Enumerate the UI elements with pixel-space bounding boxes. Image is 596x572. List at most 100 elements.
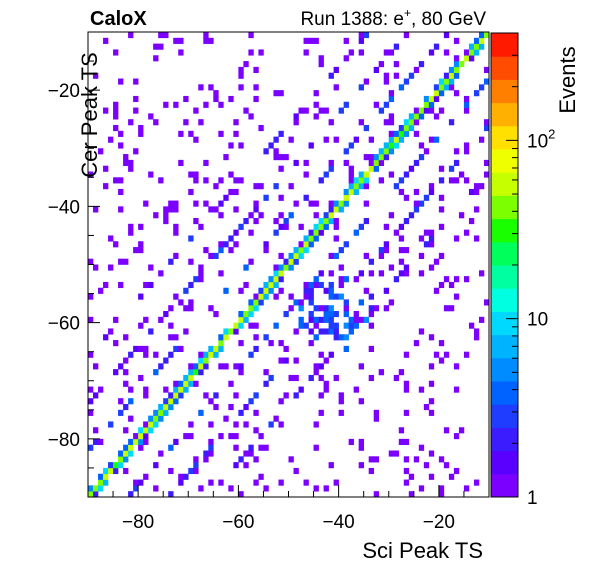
heatmap-cell <box>448 66 455 73</box>
heatmap-cell <box>278 398 284 405</box>
heatmap-cell <box>138 433 144 440</box>
heatmap-cell <box>448 165 455 172</box>
color-bar-segment <box>491 334 518 359</box>
heatmap-cell <box>103 107 109 114</box>
heatmap-cell <box>148 427 154 434</box>
heatmap-cell <box>183 374 189 382</box>
heatmap-cell <box>98 485 104 492</box>
z-tick-label: 102 <box>527 126 555 152</box>
heatmap-cell <box>158 404 164 411</box>
heatmap-cell <box>298 316 304 323</box>
heatmap-cell <box>393 374 400 382</box>
heatmap-cell <box>188 130 194 137</box>
heatmap-cell <box>273 293 279 300</box>
color-bar-segment <box>491 195 518 220</box>
heatmap-cell <box>293 357 299 364</box>
heatmap-cell <box>153 55 159 62</box>
heatmap-cell <box>338 276 344 283</box>
heatmap-cell <box>458 212 465 219</box>
color-bar-segment <box>491 381 518 405</box>
heatmap-cell <box>173 101 179 108</box>
heatmap-cell <box>278 90 284 97</box>
heatmap-cell <box>343 241 349 248</box>
heatmap-cell <box>308 374 314 382</box>
heatmap-cell <box>173 200 179 207</box>
heatmap-cell <box>203 32 209 39</box>
heatmap-cell <box>223 328 229 335</box>
heatmap-cell <box>393 276 400 283</box>
heatmap-cell <box>208 444 214 451</box>
heatmap-cell <box>298 223 304 230</box>
heatmap-cell <box>333 218 339 225</box>
heatmap-cell <box>423 462 430 469</box>
heatmap-cell <box>373 409 380 416</box>
heatmap-cell <box>253 479 259 486</box>
heatmap-cell <box>363 252 369 259</box>
heatmap-cell <box>313 229 319 236</box>
heatmap-cell <box>328 328 334 335</box>
heatmap-cell <box>428 235 435 242</box>
heatmap-cell <box>448 305 455 312</box>
heatmap-cell <box>203 351 209 358</box>
heatmap-cell <box>388 264 395 271</box>
heatmap-cell <box>248 299 254 306</box>
heatmap-cell <box>348 328 354 335</box>
heatmap-cell <box>333 328 339 335</box>
heatmap-cell <box>358 183 364 190</box>
heatmap-cell <box>158 409 164 416</box>
heatmap-cell <box>338 398 344 405</box>
heatmap-cell <box>243 264 249 271</box>
heatmap-cell <box>433 136 440 143</box>
heatmap-cell <box>428 334 435 341</box>
heatmap-cell <box>393 183 400 190</box>
heatmap-cell <box>288 305 294 312</box>
heatmap-cell <box>323 305 329 312</box>
heatmap-cell <box>173 206 179 213</box>
heatmap-cell <box>128 165 134 172</box>
heatmap-cell <box>88 386 94 393</box>
color-bar-segment <box>491 357 518 382</box>
heatmap-cell <box>368 345 375 352</box>
heatmap-cell <box>283 392 289 399</box>
heatmap-cell <box>138 130 144 137</box>
heatmap-cell <box>138 125 144 132</box>
heatmap-cell <box>378 247 385 254</box>
heatmap-cell <box>393 142 400 149</box>
heatmap-cell <box>173 386 179 393</box>
heatmap-cell <box>388 142 395 149</box>
heatmap-cell <box>183 95 189 103</box>
heatmap-cell <box>383 72 390 79</box>
heatmap-cell <box>223 194 229 201</box>
heatmap-cell <box>143 351 149 358</box>
heatmap-cell <box>318 363 324 370</box>
heatmap-cell <box>293 392 299 399</box>
heatmap-cell <box>138 479 144 486</box>
heatmap-cell <box>148 264 154 271</box>
z-axis-title: Events <box>555 46 580 113</box>
heatmap-cell <box>218 177 224 184</box>
heatmap-cell <box>153 351 159 358</box>
heatmap-cell <box>128 491 134 498</box>
heatmap-cell <box>343 148 349 155</box>
heatmap-cell <box>403 32 410 39</box>
heatmap-cell <box>398 438 405 445</box>
heatmap-cell <box>213 90 219 97</box>
heatmap-cell <box>158 32 164 39</box>
heatmap-cell <box>88 398 94 405</box>
heatmap-cell <box>313 316 319 323</box>
heatmap-cell <box>363 200 369 207</box>
heatmap-cell <box>378 369 385 376</box>
heatmap-cell <box>333 374 339 382</box>
heatmap-cell <box>438 456 445 463</box>
heatmap-cell <box>293 467 299 475</box>
heatmap-cell <box>363 177 369 184</box>
heatmap-cell <box>478 84 485 91</box>
heatmap-cell <box>473 43 480 50</box>
heatmap-cell <box>438 223 445 230</box>
heatmap-cell <box>273 229 279 236</box>
heatmap-cell <box>268 281 274 289</box>
heatmap-cell <box>383 142 390 149</box>
heatmap-cell <box>198 485 204 492</box>
heatmap-cell <box>353 188 359 196</box>
heatmap-cell <box>423 95 430 103</box>
